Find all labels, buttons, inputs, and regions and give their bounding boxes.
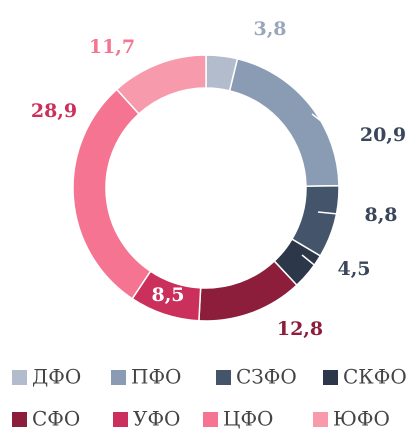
- value-label: 4,5: [337, 258, 370, 280]
- leader-line: [301, 254, 330, 269]
- donut-slice: [72, 88, 152, 300]
- legend-label: ЦФО: [223, 407, 273, 431]
- value-label: 20,9: [360, 124, 406, 146]
- legend-swatch: [113, 412, 128, 427]
- legend-label: СЗФО: [236, 365, 297, 389]
- legend-label: СКФО: [343, 365, 407, 389]
- legend-swatch: [216, 370, 231, 385]
- value-label: 8,8: [364, 204, 397, 226]
- leader-line: [317, 211, 352, 215]
- legend-label: ЮФО: [333, 407, 390, 431]
- leader-line: [224, 27, 246, 49]
- value-label: 11,7: [89, 36, 135, 58]
- legend: ДФО ПФО СЗФО СКФО СФО УФО ЦФО ЮФО: [12, 365, 407, 431]
- value-label: 12,8: [277, 318, 323, 340]
- legend-label: УФО: [133, 407, 180, 431]
- legend-swatch: [12, 412, 27, 427]
- leader-lines: [224, 27, 352, 269]
- value-label: 3,8: [253, 18, 286, 40]
- legend-label: СФО: [32, 407, 80, 431]
- value-labels: 3,8 20,9 8,8 4,5 12,8 8,5 28,9 11,7: [31, 18, 406, 340]
- donut-slice: [198, 260, 298, 322]
- donut-slice: [115, 54, 207, 115]
- legend-swatch: [203, 412, 218, 427]
- legend-swatch: [111, 370, 126, 385]
- leader-line: [311, 113, 352, 135]
- value-label: 28,9: [31, 100, 77, 122]
- legend-swatch: [313, 412, 328, 427]
- legend-swatch: [12, 370, 27, 385]
- legend-label: ПФО: [131, 365, 181, 389]
- legend-label: ДФО: [32, 365, 81, 389]
- legend-swatch: [323, 370, 338, 385]
- donut: [72, 54, 340, 322]
- value-label: 8,5: [151, 284, 184, 306]
